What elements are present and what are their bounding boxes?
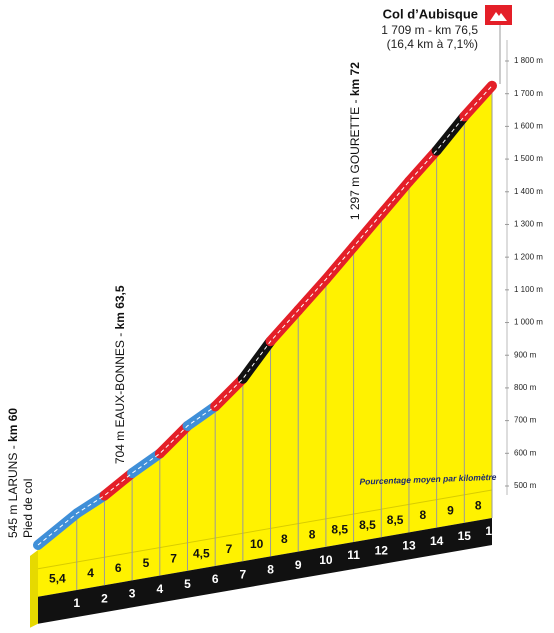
chart-title: Col d’Aubisque	[383, 6, 478, 21]
y-tick-label: 1 300 m	[514, 220, 543, 229]
annotation: 1 297 m GOURETTE - km 72	[348, 62, 362, 220]
gradient-label: 5	[143, 556, 150, 570]
y-tick-label: 700 m	[514, 416, 537, 425]
annotation-text: 704 m EAUX-BONNES -	[113, 329, 127, 464]
profile-area	[38, 90, 492, 569]
note: Pourcentage moyen par kilomètre	[359, 472, 497, 487]
y-tick-label: 600 m	[514, 448, 537, 457]
side-face	[30, 550, 38, 628]
y-tick-label: 500 m	[514, 481, 537, 490]
km-label: 6	[212, 572, 219, 586]
summit-info: 1 709 m - km 76,5	[381, 23, 478, 37]
gradient-label: 8,5	[331, 523, 348, 537]
annotation-text: 1 297 m GOURETTE -	[348, 96, 362, 220]
km-label: 2	[101, 591, 108, 605]
annotation-km: km 63,5	[113, 285, 127, 329]
summit-flag	[485, 5, 512, 25]
gradient-label: 7	[226, 542, 233, 556]
annotation-text: 545 m LARUNS -	[6, 442, 20, 538]
km-label: 1	[73, 596, 80, 610]
km-label: 11	[347, 548, 360, 562]
y-tick-label: 1 200 m	[514, 252, 543, 261]
km-label: 4	[156, 582, 163, 596]
gradient-label: 8	[309, 527, 316, 541]
annotation-km: km 60	[6, 408, 20, 442]
gradient-label: 7	[170, 551, 177, 565]
gradient-label: 9	[447, 503, 454, 517]
km-label: 5	[184, 577, 191, 591]
road-segment	[431, 111, 470, 156]
km-label: 12	[375, 543, 389, 557]
road-segment	[459, 80, 497, 122]
climb-info: (16,4 km à 7,1%)	[387, 37, 478, 51]
y-tick-label: 1 400 m	[514, 187, 543, 196]
y-tick-label: 800 m	[514, 383, 537, 392]
annotation-sub: Pied de col	[21, 479, 35, 538]
flag-icon	[490, 12, 507, 21]
gradient-label: 8,5	[359, 518, 376, 532]
y-tick-label: 1 100 m	[514, 285, 543, 294]
y-tick-label: 1 500 m	[514, 154, 543, 163]
gradient-label: 8	[475, 499, 482, 513]
gradient-label: 5,4	[49, 572, 66, 586]
gradient-label: 4	[87, 566, 94, 580]
road-centerline	[37, 85, 493, 546]
km-label: 13	[402, 539, 416, 553]
annotation-km: km 72	[348, 62, 362, 96]
road-segment	[403, 145, 442, 187]
km-label: 16	[485, 524, 499, 538]
km-label: 10	[319, 553, 333, 567]
gradient-label: 8	[419, 508, 426, 522]
km-label: 9	[295, 558, 302, 572]
y-tick-label: 1 700 m	[514, 89, 543, 98]
annotation: 704 m EAUX-BONNES - km 63,5	[113, 285, 127, 464]
y-tick-label: 1 800 m	[514, 56, 543, 65]
km-label: 8	[267, 563, 274, 577]
gradient-label: 4,5	[193, 547, 210, 561]
band-edge	[37, 489, 493, 570]
annotation: 545 m LARUNS - km 60	[6, 408, 20, 538]
km-label: 3	[129, 587, 136, 601]
gradient-label: 6	[115, 561, 122, 575]
km-label: 14	[430, 534, 444, 548]
gradient-label: 10	[250, 537, 264, 551]
km-band	[38, 518, 492, 624]
km-label: 7	[240, 567, 247, 581]
front-band	[38, 490, 492, 597]
km-label: 15	[458, 529, 472, 543]
y-tick-label: 900 m	[514, 350, 537, 359]
gradient-label: 8	[281, 532, 288, 546]
gradient-label: 8,5	[387, 513, 404, 527]
y-tick-label: 1 600 m	[514, 121, 543, 130]
y-tick-label: 1 000 m	[514, 318, 543, 327]
